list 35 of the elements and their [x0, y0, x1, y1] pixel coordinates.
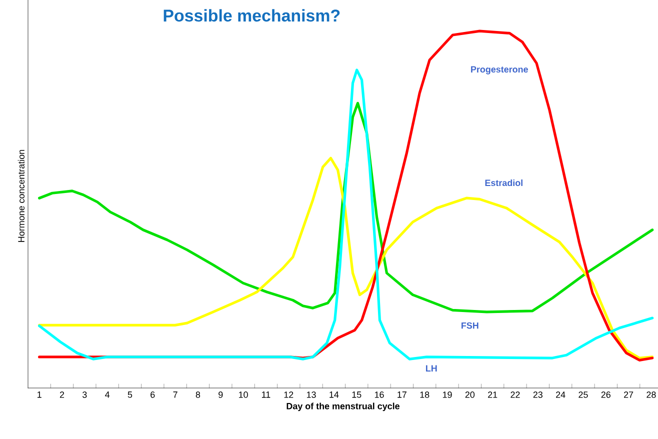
- series-label: Progesterone: [471, 66, 528, 74]
- x-tick-label: 17: [398, 392, 406, 398]
- x-tick-label: 27: [624, 392, 634, 398]
- x-tick-label: 7: [173, 392, 178, 398]
- x-tick-label: 12: [284, 392, 294, 398]
- x-tick-label: 13: [306, 392, 316, 398]
- x-tick-label: 11: [262, 392, 270, 398]
- x-tick-label: 14: [330, 392, 339, 398]
- x-tick-label: 18: [420, 392, 430, 398]
- x-tick-label: 6: [150, 392, 155, 398]
- x-tick-label: 1: [38, 392, 42, 398]
- x-tick-label: 2: [60, 392, 64, 398]
- x-tick-label: 4: [105, 392, 110, 398]
- x-tick-label: 24: [556, 392, 566, 398]
- x-tick-label: 28: [646, 392, 656, 398]
- x-tick-label: 19: [442, 392, 452, 398]
- series-label: FSH: [462, 322, 478, 329]
- x-tick-label: 25: [578, 392, 588, 398]
- chart-title: Possible mechanism?: [164, 9, 340, 22]
- x-tick-label: 15: [352, 392, 362, 398]
- x-tick-label: 20: [465, 392, 475, 398]
- x-tick-label: 26: [601, 392, 610, 398]
- series-label: Estradiol: [485, 179, 522, 186]
- x-tick-label: 3: [82, 392, 87, 398]
- x-tick-label: 21: [488, 392, 498, 398]
- x-tick-label: 5: [128, 392, 132, 398]
- x-tick-label: 23: [533, 392, 542, 398]
- y-axis-title: Hormone concentration: [18, 150, 24, 242]
- series-label: LH: [426, 365, 437, 372]
- x-tick-label: 22: [510, 392, 520, 398]
- x-tick-label: 16: [374, 392, 384, 398]
- x-tick-label: 10: [238, 392, 248, 398]
- x-axis-title: Day of the menstrual cycle: [286, 402, 400, 412]
- x-tick-label: 8: [196, 392, 200, 398]
- x-tick-label: 9: [218, 392, 223, 398]
